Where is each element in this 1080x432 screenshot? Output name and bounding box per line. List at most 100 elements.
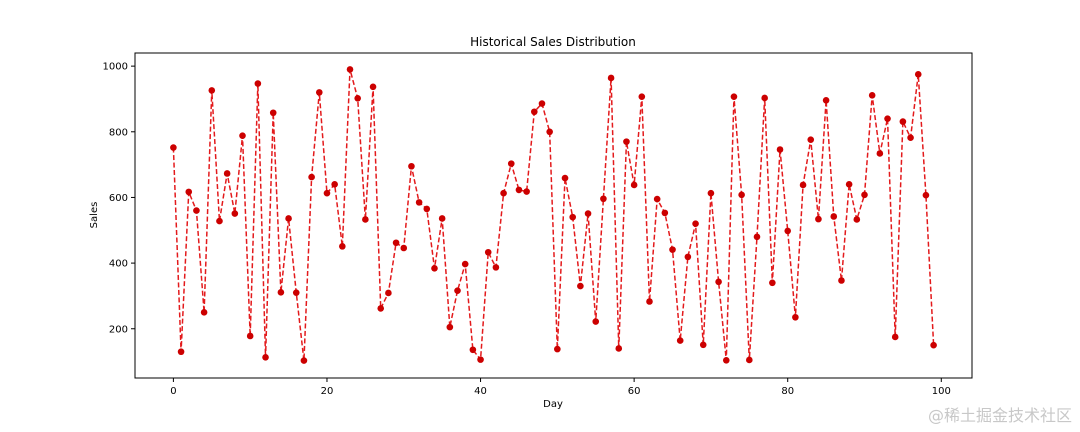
y-axis-label: Sales xyxy=(89,202,100,229)
data-point xyxy=(492,264,500,271)
data-point xyxy=(538,100,546,107)
data-point xyxy=(753,233,761,241)
data-point xyxy=(231,210,239,217)
data-point xyxy=(170,144,177,151)
watermark: @稀土掘金技术社区 xyxy=(927,406,1072,425)
data-point xyxy=(369,83,377,91)
data-point xyxy=(630,181,638,189)
data-points xyxy=(170,66,937,364)
data-point xyxy=(454,287,461,294)
data-point xyxy=(216,217,223,225)
data-point xyxy=(899,118,907,125)
data-point xyxy=(615,345,623,352)
data-point xyxy=(653,195,661,203)
data-point xyxy=(262,354,269,361)
data-point xyxy=(784,227,792,235)
data-point xyxy=(431,265,438,272)
data-point xyxy=(446,323,454,331)
data-point xyxy=(669,246,676,253)
data-point xyxy=(722,356,730,364)
data-point xyxy=(323,189,331,197)
data-point xyxy=(561,174,569,182)
x-tick-label: 0 xyxy=(170,386,176,397)
data-point xyxy=(776,146,784,153)
data-point xyxy=(746,356,753,364)
data-point xyxy=(661,209,669,217)
x-tick-label: 40 xyxy=(474,386,487,397)
data-point xyxy=(208,87,216,94)
x-tick-label: 20 xyxy=(321,386,334,397)
y-tick-label: 200 xyxy=(109,324,128,335)
data-point xyxy=(914,71,922,78)
data-point xyxy=(246,332,254,340)
data-point xyxy=(891,333,899,341)
x-tick-label: 60 xyxy=(628,386,641,397)
data-point xyxy=(707,189,715,197)
data-point xyxy=(623,138,630,145)
data-point xyxy=(177,348,185,356)
data-point xyxy=(193,207,200,214)
data-point xyxy=(569,213,576,221)
chart-title: Historical Sales Distribution xyxy=(470,35,636,49)
data-point xyxy=(684,253,692,261)
data-point xyxy=(799,181,807,189)
data-point xyxy=(185,188,193,196)
data-point xyxy=(515,186,523,194)
data-point xyxy=(254,80,262,87)
data-point xyxy=(730,93,738,100)
data-point xyxy=(362,216,369,223)
data-point xyxy=(876,150,884,157)
data-point xyxy=(346,66,354,73)
data-point xyxy=(523,188,530,195)
data-point xyxy=(830,213,838,220)
data-point xyxy=(392,239,400,247)
data-point xyxy=(646,298,653,305)
data-point xyxy=(761,94,768,102)
data-point xyxy=(484,248,492,256)
data-point xyxy=(469,346,477,354)
x-tick-label: 100 xyxy=(932,386,951,397)
data-point xyxy=(239,132,246,140)
data-point xyxy=(331,181,338,188)
data-point xyxy=(600,195,607,203)
data-point xyxy=(531,108,538,116)
data-point xyxy=(845,181,853,188)
data-point xyxy=(577,282,584,290)
data-point xyxy=(415,199,423,206)
data-point xyxy=(930,341,937,349)
data-point xyxy=(223,170,231,177)
y-tick-label: 800 xyxy=(109,127,128,138)
series-line xyxy=(172,69,935,362)
data-point xyxy=(500,189,507,197)
data-point xyxy=(738,191,745,199)
data-point xyxy=(638,93,646,100)
y-tick-label: 600 xyxy=(109,193,128,204)
x-axis-label: Day xyxy=(543,399,563,410)
data-point xyxy=(385,289,392,297)
data-point xyxy=(554,345,561,353)
data-point xyxy=(292,289,300,296)
data-point xyxy=(423,205,431,213)
data-point xyxy=(584,210,592,217)
data-point xyxy=(884,115,891,122)
data-point xyxy=(308,173,315,181)
data-point xyxy=(922,191,930,199)
data-point xyxy=(339,243,346,250)
data-point xyxy=(477,356,484,363)
data-point xyxy=(592,318,600,325)
data-point xyxy=(408,162,415,170)
data-point xyxy=(769,279,776,287)
data-point xyxy=(285,215,292,222)
data-point xyxy=(868,92,876,99)
x-axis: 0 20 40 60 80 100 xyxy=(170,378,951,397)
data-point xyxy=(507,160,515,167)
y-tick-label: 1000 xyxy=(103,62,128,73)
x-tick-label: 80 xyxy=(781,386,794,397)
data-point xyxy=(861,191,868,199)
data-point xyxy=(807,136,815,143)
data-point xyxy=(907,134,914,141)
data-point xyxy=(200,309,208,316)
plot-area xyxy=(134,52,973,379)
data-point xyxy=(822,96,830,104)
